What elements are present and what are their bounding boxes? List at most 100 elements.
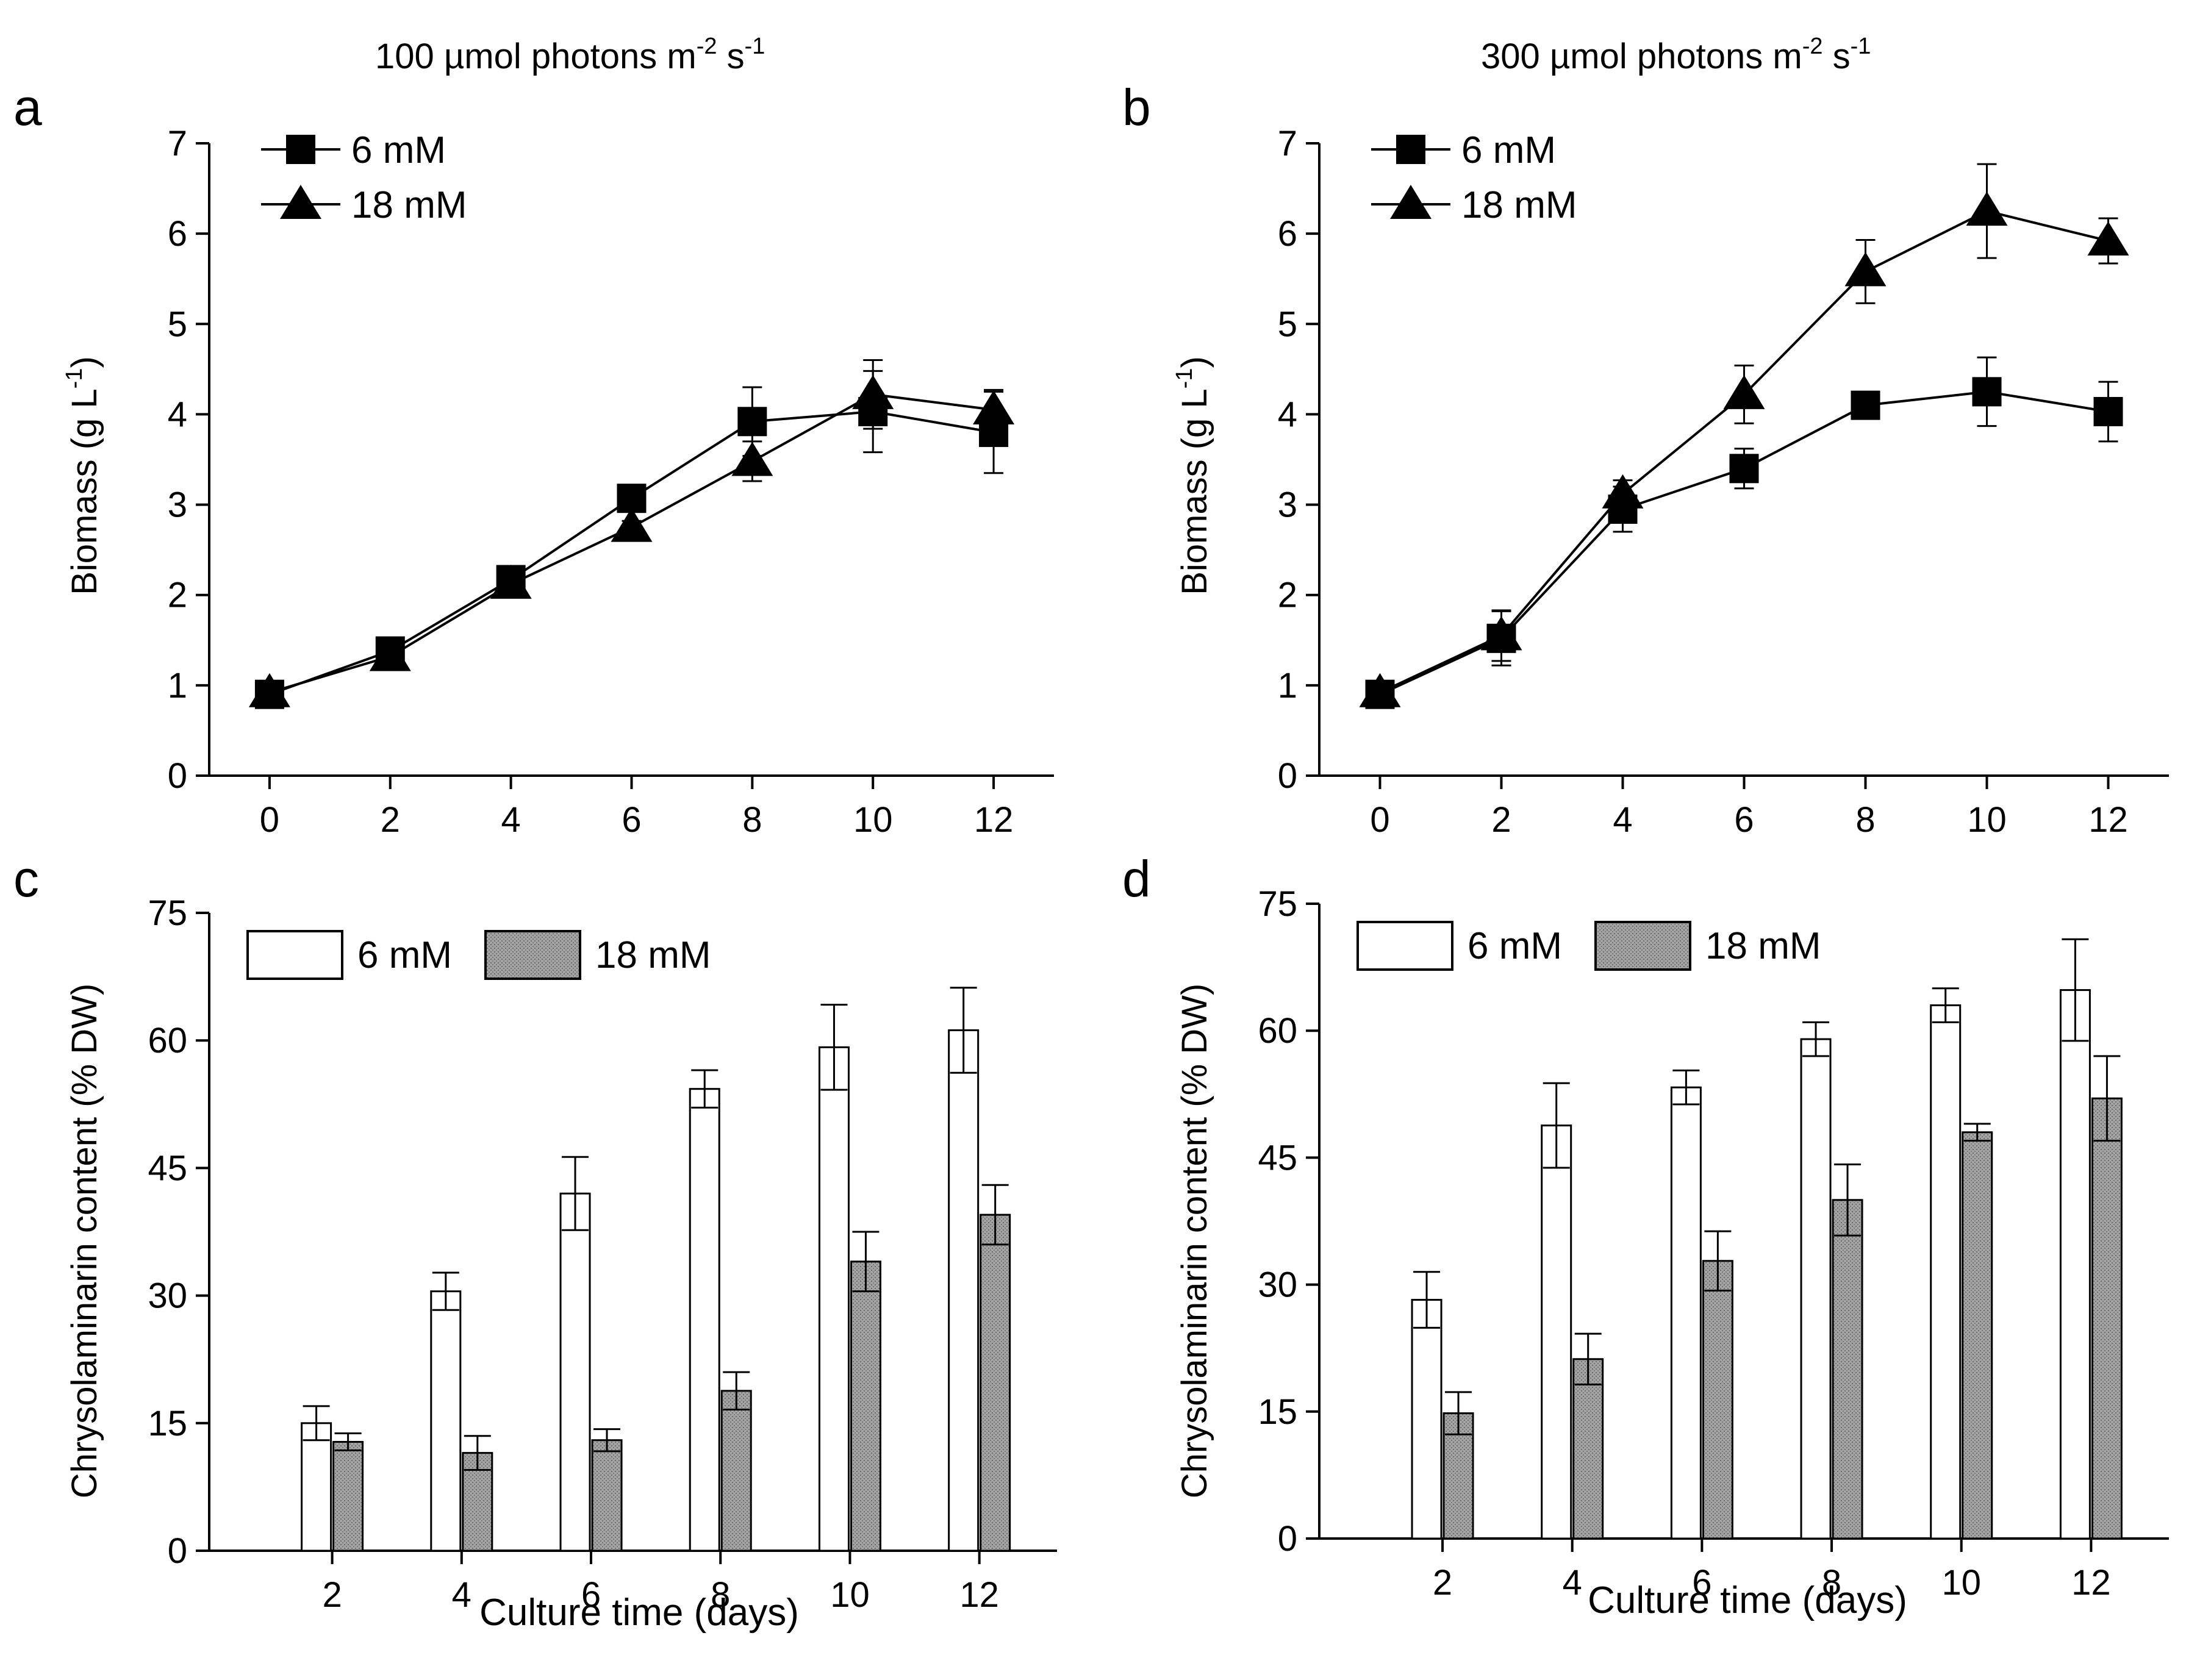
x-tick-label: 2 <box>1433 1563 1452 1603</box>
legend-swatch <box>1594 921 1691 971</box>
bar-6mM <box>559 1192 591 1552</box>
legend-label: 18 mM <box>1461 184 1577 226</box>
x-tick-label: 10 <box>853 800 893 840</box>
legend-marker-triangle <box>1390 185 1432 219</box>
data-point-triangle <box>1602 474 1644 509</box>
bar-18mM <box>1702 1260 1733 1540</box>
x-tick-label: 8 <box>742 800 762 840</box>
x-tick-label: 4 <box>1563 1563 1582 1603</box>
x-tick-label: 0 <box>1370 800 1389 840</box>
y-tick-label: 0 <box>1278 756 1297 796</box>
y-tick-label: 15 <box>1258 1392 1297 1432</box>
panel-d-ylabel: Chrysolaminarin content (% DW) <box>1175 984 1214 1498</box>
panel-label-c: c <box>13 850 39 907</box>
y-tick-label: 0 <box>168 1531 187 1571</box>
bar-6mM <box>818 1046 850 1552</box>
panel-label-d: d <box>1122 850 1151 907</box>
y-tick-label: 4 <box>168 395 187 434</box>
legend-swatch <box>1356 921 1453 971</box>
bar-18mM <box>2091 1097 2123 1540</box>
bar-18mM <box>1962 1131 1993 1540</box>
data-point-triangle <box>369 637 411 671</box>
x-tick-label: 6 <box>1692 1563 1711 1603</box>
legend-marker-square <box>286 135 315 164</box>
y-tick-label: 0 <box>1278 1519 1297 1559</box>
x-tick-label: 8 <box>1855 800 1875 840</box>
bar-6mM <box>689 1088 720 1552</box>
data-point-triangle <box>1480 616 1522 651</box>
x-tick-label: 4 <box>1613 800 1632 840</box>
legend-label: 6 mM <box>351 129 446 171</box>
y-tick-label: 0 <box>168 756 187 796</box>
bar-18mM <box>591 1439 623 1552</box>
bar-6mM <box>301 1422 332 1552</box>
y-tick-label: 6 <box>168 214 187 254</box>
y-tick-label: 5 <box>1278 304 1297 344</box>
bar-6mM <box>430 1290 462 1552</box>
legend-swatch <box>484 930 581 980</box>
data-point-triangle <box>1723 374 1765 409</box>
data-point-triangle <box>1844 252 1887 287</box>
x-tick-label: 8 <box>1822 1563 1841 1603</box>
x-tick-label: 12 <box>974 800 1014 840</box>
data-point-triangle <box>2087 221 2129 256</box>
x-tick-label: 0 <box>260 800 279 840</box>
data-point-triangle <box>248 673 290 707</box>
x-tick-label: 12 <box>2088 800 2128 840</box>
x-tick-label: 12 <box>2071 1563 2111 1603</box>
y-tick-label: 3 <box>168 485 187 525</box>
bar-18mM <box>1832 1199 1863 1540</box>
x-tick-label: 10 <box>1967 800 2007 840</box>
legend-marker-square <box>1396 135 1425 164</box>
y-tick-label: 30 <box>148 1276 187 1316</box>
data-point-triangle <box>611 507 653 542</box>
data-point-triangle <box>1966 191 2008 226</box>
y-tick-label: 7 <box>1278 124 1297 163</box>
y-tick-label: 4 <box>1278 395 1297 434</box>
y-tick-label: 2 <box>168 576 187 615</box>
y-tick-label: 3 <box>1278 485 1297 525</box>
y-tick-label: 75 <box>1258 884 1297 924</box>
panel-c-ylabel: Chrysolaminarin content (% DW) <box>65 984 104 1498</box>
x-tick-label: 12 <box>959 1575 999 1615</box>
data-point-square <box>737 407 767 437</box>
x-tick-label: 6 <box>1734 800 1754 840</box>
data-point-triangle <box>1359 673 1401 707</box>
x-tick-label: 10 <box>1941 1563 1981 1603</box>
x-tick-label: 4 <box>501 800 521 840</box>
legend-label: 6 mM <box>357 934 452 976</box>
data-point-square <box>1851 390 1880 420</box>
data-point-square <box>2093 396 2123 426</box>
x-tick-label: 10 <box>830 1575 870 1615</box>
panel-d-xlabel: Culture time (days) <box>1588 1579 1907 1621</box>
legend-label: 6 mM <box>1461 129 1556 171</box>
y-tick-label: 15 <box>148 1404 187 1443</box>
y-tick-label: 1 <box>1278 666 1297 706</box>
y-tick-label: 60 <box>1258 1011 1297 1051</box>
panel-label-a: a <box>13 79 42 136</box>
x-tick-label: 8 <box>711 1575 730 1615</box>
data-point-triangle <box>731 441 773 476</box>
bar-18mM <box>850 1260 881 1552</box>
bar-18mM <box>1572 1358 1604 1540</box>
bar-6mM <box>2059 989 2091 1540</box>
panel-a-title: 100 µmol photons m-2 s-1 <box>375 34 765 76</box>
legend-label: 6 mM <box>1467 925 1562 967</box>
y-tick-label: 5 <box>168 304 187 344</box>
legend-marker-triangle <box>280 185 321 219</box>
data-point-triangle <box>852 374 894 409</box>
bar-6mM <box>1930 1004 1962 1540</box>
y-tick-label: 60 <box>148 1021 187 1060</box>
bar-18mM <box>332 1440 364 1552</box>
bar-6mM <box>1800 1038 1832 1540</box>
x-tick-label: 2 <box>381 800 400 840</box>
data-point-square <box>1972 377 2002 407</box>
bar-18mM <box>720 1390 752 1552</box>
legend-label: 18 mM <box>595 934 711 976</box>
y-tick-label: 45 <box>1258 1138 1297 1178</box>
bar-6mM <box>948 1029 980 1552</box>
bar-6mM <box>1541 1124 1572 1540</box>
legend-label: 18 mM <box>351 184 467 226</box>
legend-swatch <box>246 930 343 980</box>
